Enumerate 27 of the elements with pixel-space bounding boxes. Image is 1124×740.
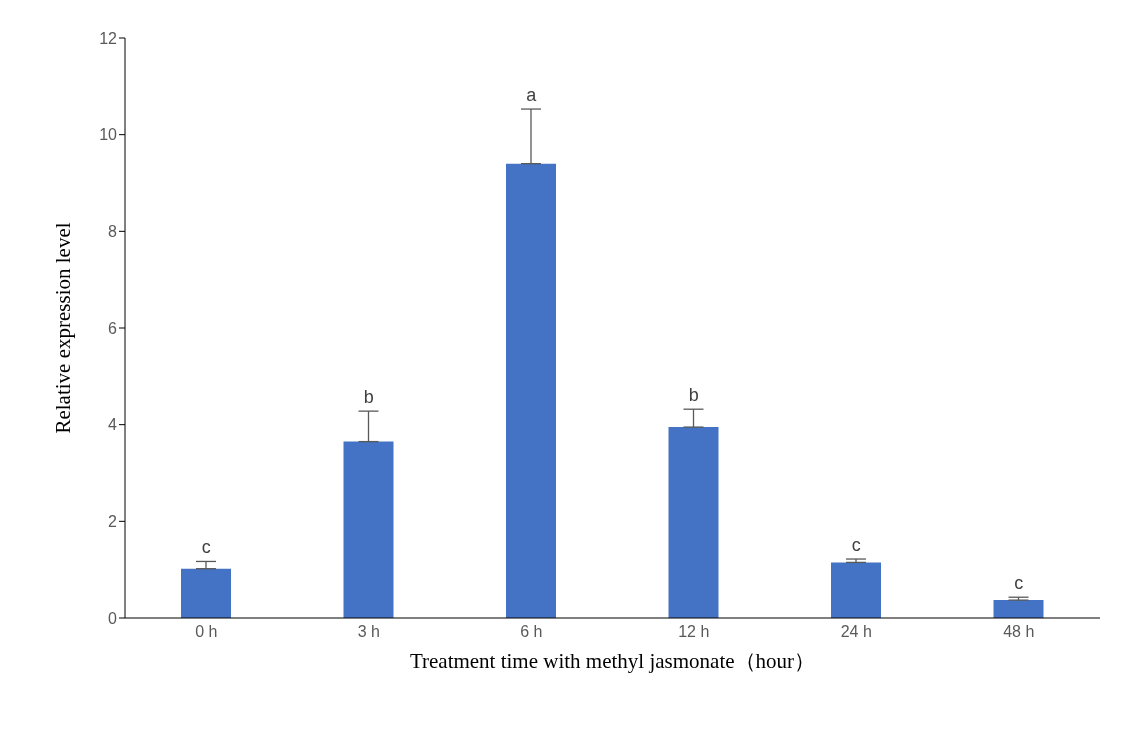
y-tick-label: 10 (99, 126, 118, 144)
x-tick-label: 0 h (195, 623, 218, 641)
annotation: c (851, 535, 861, 556)
y-tick-label: 12 (99, 29, 118, 47)
annotation: b (688, 385, 699, 406)
bar (831, 562, 881, 618)
y-tick-label: 8 (108, 223, 118, 241)
y-tick-label: 4 (108, 416, 118, 434)
y-tick-label: 6 (108, 319, 118, 337)
y-tick-label: 2 (108, 513, 118, 531)
y-tick-label: 0 (108, 609, 118, 627)
annotation: c (201, 537, 211, 558)
annotation: c (1014, 573, 1024, 594)
x-tick-label: 48 h (1003, 623, 1035, 641)
y-axis-title: Relative expression level (51, 222, 76, 434)
annotation: b (363, 387, 374, 408)
x-tick-label: 24 h (840, 623, 872, 641)
x-tick-label: 3 h (357, 623, 380, 641)
bar (343, 441, 394, 618)
x-tick-label: 12 h (678, 623, 710, 641)
x-tick-label: 6 h (520, 623, 543, 641)
bar (181, 568, 231, 618)
bar (993, 600, 1044, 618)
annotation: a (526, 85, 538, 106)
bar (506, 163, 556, 618)
bar (668, 427, 719, 618)
x-axis-title: Treatment time with methyl jasmonate（hour） (409, 649, 816, 673)
